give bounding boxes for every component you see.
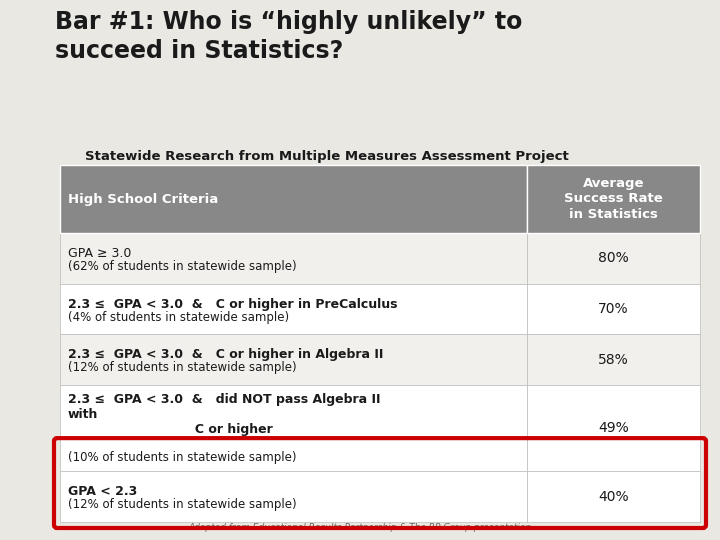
Text: Statewide Research from Multiple Measures Assessment Project: Statewide Research from Multiple Measure…	[85, 150, 569, 163]
Text: GPA ≥ 3.0: GPA ≥ 3.0	[68, 247, 131, 260]
Text: High School Criteria: High School Criteria	[68, 192, 218, 206]
Bar	[60, 471, 527, 522]
Bar	[527, 284, 700, 334]
Bar	[60, 165, 527, 233]
Text: 2.3 ≤  GPA < 3.0  &   C or higher in PreCalculus: 2.3 ≤ GPA < 3.0 & C or higher in PreCalc…	[68, 298, 397, 310]
Text: 2.3 ≤  GPA < 3.0  &   did NOT pass Algebra II
with
                             : 2.3 ≤ GPA < 3.0 & did NOT pass Algebra I…	[68, 393, 380, 436]
Text: Adapted from Educational Results Partnership & The RP Group presentation: Adapted from Educational Results Partner…	[189, 523, 531, 532]
Bar	[527, 334, 700, 385]
Text: 70%: 70%	[598, 302, 629, 316]
Bar	[527, 233, 700, 284]
Text: Bar #1: Who is “highly unlikely” to
succeed in Statistics?: Bar #1: Who is “highly unlikely” to succ…	[55, 10, 523, 63]
Text: 80%: 80%	[598, 251, 629, 265]
Text: 40%: 40%	[598, 490, 629, 504]
Text: (10% of students in statewide sample): (10% of students in statewide sample)	[68, 451, 297, 464]
Bar	[60, 233, 527, 284]
Bar	[60, 284, 527, 334]
Bar	[527, 165, 700, 233]
Text: Average
Success Rate
in Statistics: Average Success Rate in Statistics	[564, 178, 663, 220]
Text: 58%: 58%	[598, 353, 629, 367]
Bar	[60, 334, 527, 385]
Text: (62% of students in statewide sample): (62% of students in statewide sample)	[68, 260, 297, 273]
Bar	[60, 385, 527, 471]
Bar	[527, 385, 700, 471]
Text: GPA < 2.3: GPA < 2.3	[68, 485, 138, 498]
Text: 49%: 49%	[598, 421, 629, 435]
Text: (12% of students in statewide sample): (12% of students in statewide sample)	[68, 361, 297, 374]
Bar	[527, 471, 700, 522]
Text: 2.3 ≤  GPA < 3.0  &   C or higher in Algebra II: 2.3 ≤ GPA < 3.0 & C or higher in Algebra…	[68, 348, 383, 361]
Text: (12% of students in statewide sample): (12% of students in statewide sample)	[68, 498, 297, 511]
Text: (4% of students in statewide sample): (4% of students in statewide sample)	[68, 310, 289, 323]
